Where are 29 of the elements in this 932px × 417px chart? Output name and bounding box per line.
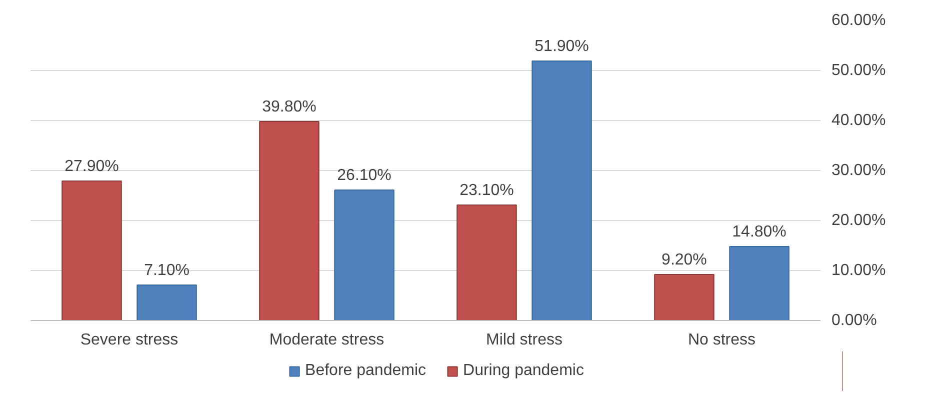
x-tick-label: Mild stress [486,332,562,348]
y-tick-label: 20.00% [832,212,886,229]
bar [334,190,394,320]
data-label: 39.80% [262,98,316,116]
data-label: 9.20% [662,252,707,268]
y-tick-label: 60.00% [832,12,886,29]
data-label: 27.90% [64,158,119,175]
bar [654,274,714,320]
bar [456,204,517,320]
data-label: 14.80% [732,224,786,240]
x-tick-label: No stress [688,332,756,348]
y-tick-label: 0.00% [832,312,877,329]
x-tick-label: Severe stress [80,332,178,348]
y-tick-label: 10.00% [832,262,886,279]
y-tick-label: 40.00% [832,112,886,129]
bar [532,60,592,320]
x-tick-label: Moderate stress [269,332,384,348]
data-label: 7.10% [144,262,190,279]
bar [62,180,122,320]
legend-label: Before pandemic [305,362,426,380]
y-tick-label: 30.00% [832,162,886,179]
data-label: 23.10% [460,182,514,199]
bar [259,121,320,320]
bar [729,246,790,320]
legend-label: During pandemic [463,362,584,380]
data-label: 51.90% [534,38,589,55]
y-tick-label: 50.00% [832,62,886,79]
bar [136,284,197,320]
data-label: 26.10% [337,167,392,184]
